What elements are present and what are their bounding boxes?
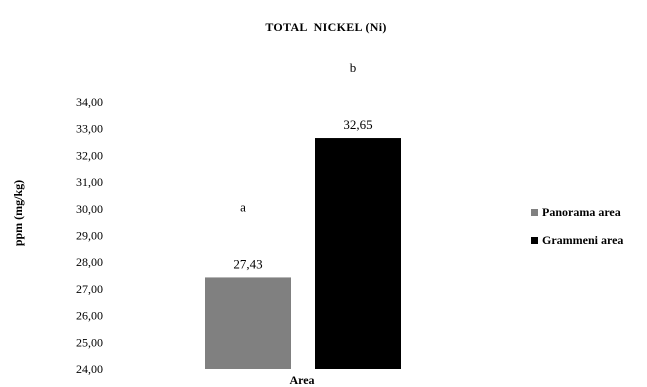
y-tick-label: 26,00: [76, 309, 103, 323]
y-axis-ticks: 24,00 25,00 26,00 27,00 28,00 29,00 30,00 31,00…: [76, 95, 103, 376]
bar: [205, 277, 291, 369]
chart-title: TOTAL NICKEL (Ni): [265, 20, 386, 34]
y-tick-label: 25,00: [76, 335, 103, 349]
legend-swatch: [531, 209, 538, 216]
bar: [315, 138, 401, 369]
y-tick-label: 24,00: [76, 362, 103, 376]
y-tick-label: 28,00: [76, 255, 103, 269]
y-tick-label: 32,00: [76, 148, 103, 162]
data-label: 32,65: [343, 117, 372, 132]
legend: Panorama area Grammeni area: [531, 205, 623, 247]
significance-label: b: [350, 60, 357, 75]
bars: 27,43 a 32,65 b: [205, 60, 401, 369]
legend-swatch: [531, 237, 538, 244]
y-tick-label: 29,00: [76, 229, 103, 243]
y-tick-label: 34,00: [76, 95, 103, 109]
x-axis-label: Area: [289, 373, 314, 387]
y-tick-label: 31,00: [76, 175, 103, 189]
y-axis-label: ppm (mg/kg): [11, 180, 25, 246]
data-label: 27,43: [233, 256, 262, 271]
legend-label: Grammeni area: [542, 233, 623, 247]
y-tick-label: 30,00: [76, 202, 103, 216]
y-tick-label: 27,00: [76, 282, 103, 296]
significance-label: a: [240, 199, 246, 214]
legend-label: Panorama area: [542, 205, 621, 219]
y-tick-label: 33,00: [76, 122, 103, 136]
